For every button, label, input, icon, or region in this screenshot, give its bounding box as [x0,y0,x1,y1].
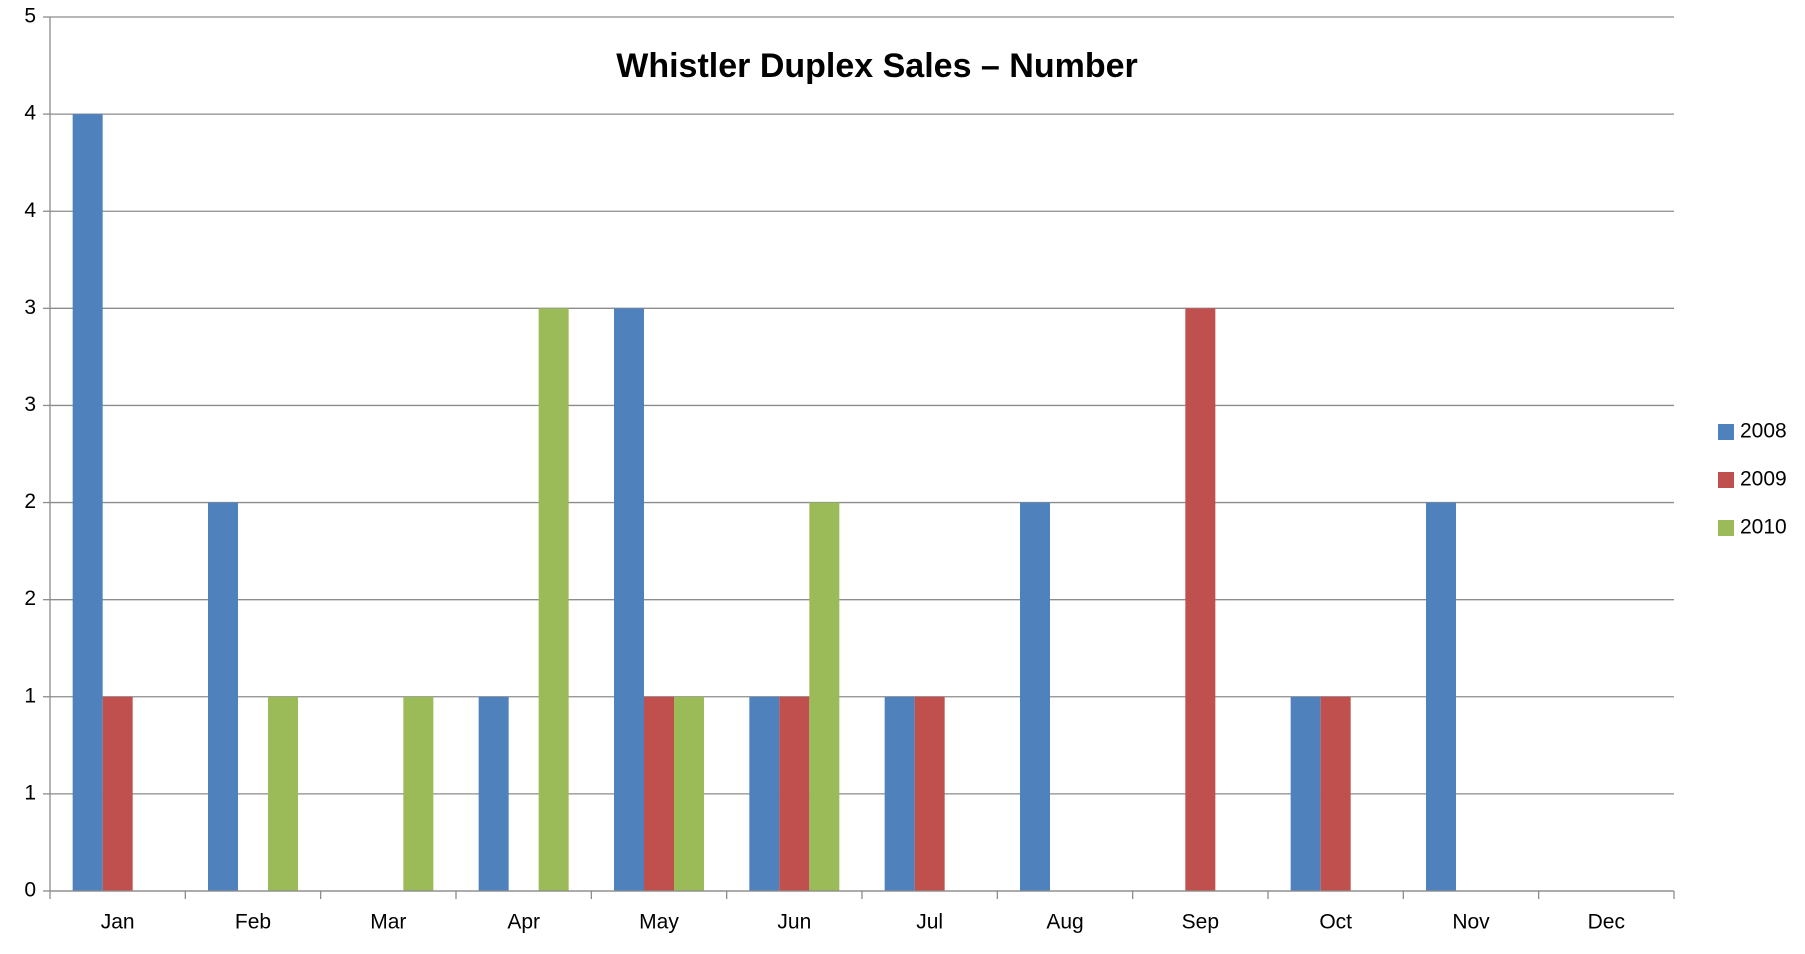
chart-title: Whistler Duplex Sales – Number [616,47,1138,85]
legend-label: 2010 [1740,516,1787,539]
x-tick-label: Oct [1319,911,1352,934]
y-tick-label: 4 [24,102,36,125]
legend-swatch [1718,472,1734,488]
bar [1290,696,1321,891]
bar [884,696,915,891]
y-tick-label: 3 [24,296,36,319]
bar [72,114,103,892]
legend-label: 2008 [1740,420,1787,443]
x-tick-label: Feb [235,911,271,934]
x-tick-label: Jan [101,911,135,934]
x-tick-label: Apr [507,911,540,934]
y-tick-label: 1 [24,684,36,707]
bar [1426,502,1456,891]
y-tick-label: 1 [24,781,36,804]
bar [674,696,704,891]
x-tick-label: Aug [1046,911,1083,934]
x-tick-label: May [639,911,679,934]
bar [644,696,674,891]
bar [1185,308,1216,891]
bar [102,696,133,891]
bar [478,696,509,891]
x-tick-label: Dec [1588,911,1625,934]
bar [809,502,840,891]
y-tick-label: 3 [24,393,36,416]
bar [538,308,569,891]
legend-label: 2009 [1740,468,1787,491]
y-tick-label: 0 [24,879,36,902]
x-tick-label: Nov [1452,911,1490,934]
bar [403,696,434,891]
bar [1320,696,1351,891]
legend-swatch [1718,424,1734,440]
y-tick-label: 5 [24,5,36,28]
bar [268,696,298,891]
bar [914,696,945,891]
x-tick-label: Mar [370,911,406,934]
x-tick-label: Jul [916,911,943,934]
y-tick-label: 4 [24,199,36,222]
legend-swatch [1718,520,1734,536]
y-tick-label: 2 [24,490,36,513]
y-tick-label: 2 [24,587,36,610]
bar [749,696,780,891]
x-tick-label: Sep [1182,911,1219,934]
bar [614,308,644,891]
x-tick-label: Jun [777,911,811,934]
bar [208,502,238,891]
bar [779,696,810,891]
bar [1020,502,1050,891]
